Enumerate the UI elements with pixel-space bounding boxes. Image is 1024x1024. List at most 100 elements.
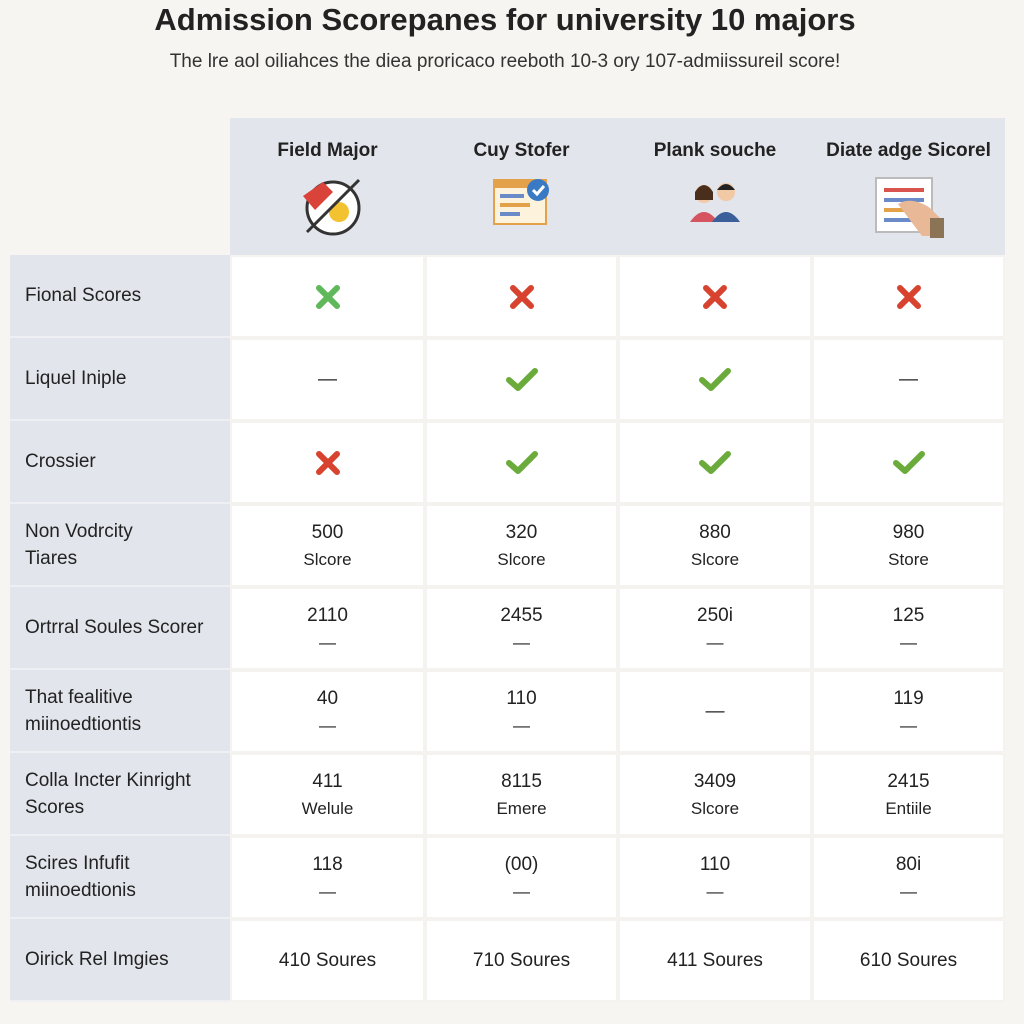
cell-value: 125 xyxy=(892,604,925,626)
cell-value: 8115 xyxy=(501,770,542,792)
cell: 40 — xyxy=(230,670,425,753)
cell: 411 Soures xyxy=(618,919,812,1002)
cell: 2455 — xyxy=(425,587,618,670)
row-label: Crossier xyxy=(10,421,230,504)
cell-sub: Slcore xyxy=(690,549,740,569)
row-label-line: miinoedtionis xyxy=(25,879,136,901)
row-label-line: Scires Infufit xyxy=(25,852,130,874)
cell xyxy=(230,255,425,338)
column-header: Field Major xyxy=(230,118,425,255)
row-label-line: Oirick Rel Imgies xyxy=(25,949,169,970)
cell-value: 2455 xyxy=(500,604,543,626)
cell-sub: Store xyxy=(888,549,929,569)
cell: 110 — xyxy=(618,836,812,919)
row-label: That fealitive miinoedtiontis xyxy=(10,670,230,753)
cell xyxy=(425,338,618,421)
cell-value: 880 xyxy=(699,521,731,543)
row-label: Ortrral Soules Scorer xyxy=(10,587,230,670)
cell: 3409 Slcore xyxy=(618,753,812,836)
cell-sub: Entiile xyxy=(885,798,932,818)
cell: 880 Slcore xyxy=(618,504,812,587)
row-label-line: Colla Incter Kinright xyxy=(25,769,191,791)
cell-sub: — xyxy=(706,632,724,652)
status-icon xyxy=(896,284,921,309)
cell xyxy=(618,338,812,421)
cell-sub: Slcore xyxy=(303,549,352,569)
cell xyxy=(618,255,812,338)
cell-value: 40 xyxy=(316,687,339,709)
status-icon xyxy=(315,450,340,475)
status-icon xyxy=(892,450,925,474)
cell-sub: Emere xyxy=(496,798,547,818)
status-icon xyxy=(505,450,538,474)
cell: 610 Soures xyxy=(812,919,1005,1002)
cell: 250i — xyxy=(618,587,812,670)
cell xyxy=(618,421,812,504)
cell-value: — xyxy=(318,369,337,390)
column-header: Cuy Stofer xyxy=(425,118,618,255)
cell: 980 Store xyxy=(812,504,1005,587)
table: Field Major Cuy Stofer Plank souche Diate a… xyxy=(10,118,1005,1002)
cell-sub: — xyxy=(706,881,724,901)
status-icon xyxy=(703,284,727,309)
cell: 500 Slcore xyxy=(230,504,425,587)
row-label-line: Crossier xyxy=(25,451,96,472)
cell xyxy=(812,255,1005,338)
cell-sub: — xyxy=(900,715,917,735)
cell-value: — xyxy=(705,701,725,722)
cell-value: 250i xyxy=(697,604,733,626)
row-label: Fional Scores xyxy=(10,255,230,338)
cell-value: 320 xyxy=(505,521,538,543)
row-label-line: Liquel Iniple xyxy=(25,368,127,389)
cell: 80i — xyxy=(812,836,1005,919)
title: Admission Scorepanes for university 10 m… xyxy=(154,2,856,37)
cell-value: 118 xyxy=(312,853,343,875)
cell-value: 500 xyxy=(311,521,344,543)
status-icon xyxy=(699,367,731,391)
cell-sub: Slcore xyxy=(690,798,740,818)
row-label-line: miinoedtiontis xyxy=(25,713,142,735)
cell: 2415 Entiile xyxy=(812,753,1005,836)
status-icon xyxy=(505,367,538,391)
cell-value: 411 xyxy=(312,770,343,792)
cell: — xyxy=(618,670,812,753)
cell-value: 980 xyxy=(892,521,925,543)
cell xyxy=(812,421,1005,504)
column-header-text: Cuy Stofer xyxy=(473,140,570,161)
cell-value: 2110 xyxy=(307,604,348,626)
cell-sub: — xyxy=(319,881,336,901)
header-icon xyxy=(874,177,944,238)
cell xyxy=(425,255,618,338)
cell xyxy=(425,421,618,504)
cell-value: 119 xyxy=(893,687,924,709)
cell-sub: — xyxy=(513,715,530,735)
row-label-line: Non Vodrcity xyxy=(25,520,133,542)
cell-value: 2415 xyxy=(887,770,930,792)
cell xyxy=(230,421,425,504)
cell: 125 — xyxy=(812,587,1005,670)
status-icon xyxy=(509,284,534,309)
column-header-text: Field Major xyxy=(277,140,378,161)
cell-sub: Welule xyxy=(301,798,354,818)
cell-sub: — xyxy=(513,632,530,652)
row-label-line: Tiares xyxy=(25,547,78,569)
cell-value: 410 Soures xyxy=(278,950,377,971)
row-label-line: Fional Scores xyxy=(25,285,142,306)
cell: — xyxy=(230,338,425,421)
cell-sub: — xyxy=(900,632,917,652)
status-icon xyxy=(699,450,731,474)
cell: 410 Soures xyxy=(230,919,425,1002)
row-label: Liquel Iniple xyxy=(10,338,230,421)
cell: 320 Slcore xyxy=(425,504,618,587)
row-label: Colla Incter Kinright Scores xyxy=(10,753,230,836)
cell: — xyxy=(812,338,1005,421)
cell-sub: Slcore xyxy=(497,549,546,569)
cell-value: 710 Soures xyxy=(472,950,571,971)
cell-value: 3409 xyxy=(693,770,737,792)
cell-value: 610 Soures xyxy=(859,950,958,971)
cell: 118 — xyxy=(230,836,425,919)
cell-value: 80i xyxy=(895,853,922,875)
cell: (00) — xyxy=(425,836,618,919)
row-label: Scires Infufit miinoedtionis xyxy=(10,836,230,919)
cell-sub: — xyxy=(319,715,336,735)
